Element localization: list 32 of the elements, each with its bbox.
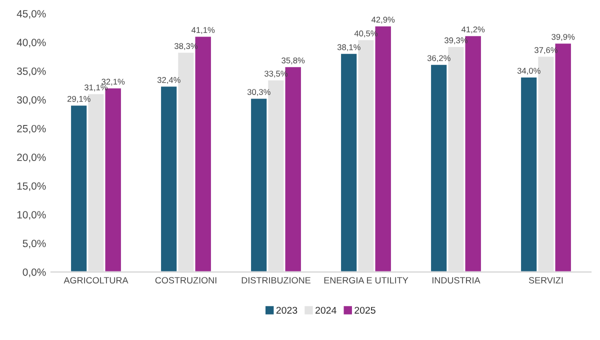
x-tick-label: DISTRIBUZIONE: [242, 277, 310, 284]
legend-label: 2023: [276, 306, 298, 314]
y-tick-label: 20,0%: [17, 154, 46, 162]
y-tick-label: 15,0%: [17, 182, 46, 191]
x-tick-label: SERVIZI: [528, 277, 563, 284]
x-tick-label: INDUSTRIA: [432, 277, 480, 284]
legend-label: 2025: [354, 306, 376, 314]
y-tick-label: 5,0%: [22, 240, 46, 248]
x-tick-label: COSTRUZIONI: [155, 277, 216, 284]
data-label: 42,9%: [371, 16, 395, 24]
y-tick-label: 0,0%: [22, 268, 46, 278]
data-label: 31,1%: [84, 84, 108, 92]
y-tick-label: 40,0%: [16, 38, 46, 48]
y-tick-label: 45,0%: [16, 10, 46, 19]
data-label: 36,2%: [427, 55, 450, 62]
y-tick-label: 35,0%: [17, 68, 46, 76]
x-tick-label: AGRICOLTURA: [64, 277, 128, 284]
data-label: 32,1%: [102, 78, 125, 86]
y-tick-label: 10,0%: [17, 211, 46, 220]
data-label: 41,2%: [461, 26, 485, 34]
y-tick-label: 25,0%: [17, 124, 46, 134]
data-label: 38,1%: [337, 44, 360, 52]
data-label: 39,9%: [552, 34, 575, 41]
data-label: 41,1%: [191, 27, 215, 34]
data-label: 30,3%: [247, 89, 270, 96]
legend-label: 2024: [316, 306, 336, 314]
data-label: 29,1%: [68, 96, 90, 103]
y-tick-label: 30,0%: [17, 96, 46, 105]
data-label: 35,8%: [282, 57, 305, 64]
x-tick-label: ENERGIA E UTILITY: [324, 277, 408, 284]
data-label: 34,0%: [517, 68, 540, 75]
data-label: 32,4%: [157, 77, 180, 84]
